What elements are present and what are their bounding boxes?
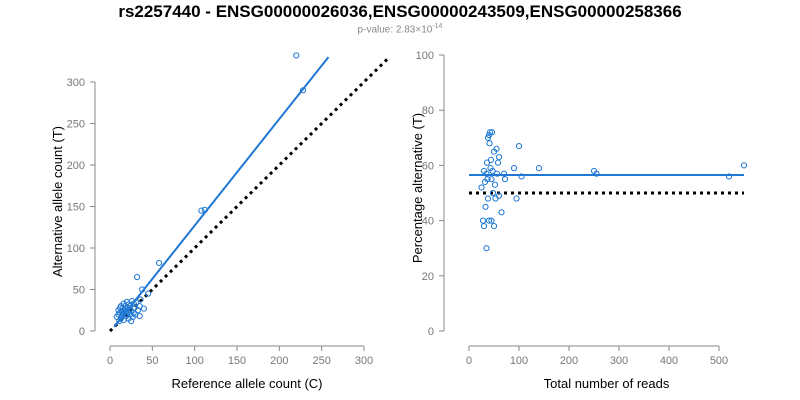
fit-line (113, 56, 330, 328)
data-point (535, 165, 543, 172)
data-point (491, 181, 499, 188)
data-point (486, 129, 494, 136)
y-tick-label: 0 (79, 326, 85, 338)
pvalue-text: p-value: 2.83×10 (357, 24, 433, 36)
x-tick-label: 300 (355, 355, 373, 367)
data-point (486, 140, 493, 147)
data-point (482, 203, 489, 210)
data-point (489, 189, 497, 197)
data-point (480, 223, 488, 230)
data-point (484, 176, 491, 183)
y-axis-label: Percentage alternative (T) (410, 113, 425, 263)
data-point (299, 87, 307, 94)
data-point (495, 192, 503, 199)
data-point (478, 184, 485, 191)
data-point (479, 217, 487, 224)
y-tick-label: 150 (67, 202, 85, 214)
data-point (133, 299, 140, 306)
pvalue-subtitle: p-value: 2.83×10-14 (0, 23, 800, 35)
data-point (485, 217, 493, 224)
data-point (145, 290, 152, 297)
chart-title: rs2257440 - ENSG00000026036,ENSG00000243… (118, 2, 682, 21)
data-point (513, 195, 520, 202)
data-point (133, 273, 141, 281)
y-tick-label: 20 (422, 271, 434, 283)
x-tick-label: 100 (510, 355, 528, 367)
data-point (493, 170, 501, 177)
data-point (483, 245, 490, 252)
data-point (484, 134, 492, 141)
data-point (493, 145, 500, 152)
data-point (490, 223, 498, 230)
data-point (510, 165, 518, 172)
data-point (293, 52, 300, 59)
data-point (488, 217, 495, 224)
data-point (593, 170, 600, 177)
x-tick-label: 150 (228, 355, 246, 367)
x-tick-label: 100 (185, 355, 203, 367)
data-point (137, 296, 144, 303)
x-tick-label: 50 (146, 355, 158, 367)
x-tick-label: 200 (560, 355, 578, 367)
x-tick-label: 500 (710, 355, 728, 367)
data-point (489, 167, 496, 175)
x-tick-label: 300 (610, 355, 628, 367)
y-tick-label: 60 (422, 160, 434, 172)
data-point (484, 195, 492, 202)
y-tick-label: 100 (67, 243, 85, 255)
y-tick-label: 300 (67, 77, 85, 89)
y-tick-label: 100 (416, 50, 434, 62)
data-point (725, 173, 733, 180)
y-axis-label: Alternative allele count (T) (50, 126, 65, 277)
data-point (156, 259, 163, 267)
x-tick-label: 0 (466, 355, 472, 367)
data-point (518, 173, 525, 180)
data-point (495, 154, 503, 161)
data-point (740, 162, 748, 169)
chart-panel-1: 0 50 100 150 200 250 300 0 50 100 150 200 250 300 Refe… (50, 52, 391, 391)
data-point (488, 129, 496, 136)
y-tick-label: 40 (422, 216, 434, 228)
data-point (136, 312, 143, 320)
x-axis-label: Reference allele count (C) (171, 376, 322, 391)
data-point (198, 207, 205, 214)
x-tick-label: 400 (660, 355, 678, 367)
chart-panel-2: 0 100 200 300 400 500 0 20 40 60 80 100 Total number… (410, 50, 748, 391)
y-tick-label: 50 (73, 285, 85, 297)
y-tick-label: 80 (422, 105, 434, 117)
data-point (488, 176, 495, 183)
x-axis-label: Total number of reads (544, 376, 670, 391)
y-tick-label: 250 (67, 119, 85, 131)
x-tick-label: 0 (107, 355, 113, 367)
data-point (487, 156, 495, 163)
reference-line (108, 56, 391, 333)
x-tick-label: 250 (312, 355, 330, 367)
y-tick-label: 0 (428, 326, 434, 338)
y-tick-label: 200 (67, 160, 85, 172)
data-point (498, 209, 505, 216)
data-point (515, 142, 523, 150)
pvalue-exponent: -14 (432, 23, 443, 30)
data-point (492, 195, 499, 202)
data-point (501, 176, 509, 183)
data-point (201, 206, 208, 213)
x-tick-label: 200 (270, 355, 288, 367)
data-point (139, 286, 146, 293)
data-point (140, 305, 147, 312)
data-point (494, 159, 502, 166)
